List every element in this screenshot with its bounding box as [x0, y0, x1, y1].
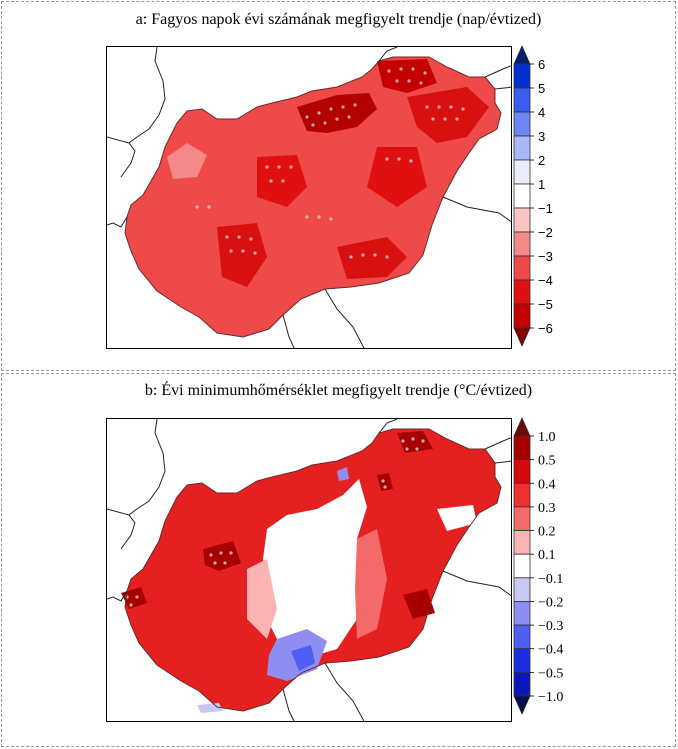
hungary-shape [125, 57, 501, 337]
significance-dots-b [125, 437, 425, 607]
map-frost-days-trend [106, 46, 512, 349]
colorbar-b-segment [513, 624, 531, 650]
colorbar-a-tick-label: −2 [538, 225, 553, 240]
colorbar-a: 6 5 4 3 2 1 −1 −2 −3 −4 −5 −6 [513, 45, 578, 348]
panel-b-title: b: Évi minimumhőmérséklet megfigyelt tre… [144, 382, 533, 399]
panel-frost-days: a: Fagyos napok évi számának megfigyelt … [1, 1, 676, 371]
colorbar-b-segment [513, 601, 531, 626]
colorbar-a-segment [513, 255, 531, 281]
colorbar-b-tick-label: −0.2 [538, 595, 563, 610]
colorbar-a-cap-top [513, 45, 531, 65]
colorbar-a-tick-label: −4 [538, 273, 553, 288]
colorbar-a-tick-label: −5 [538, 297, 553, 312]
colorbar-b-segment [513, 435, 531, 461]
colorbar-b-tick-label: 0.1 [538, 548, 556, 563]
colorbar-a-segment [513, 159, 531, 185]
country-borders-b [107, 419, 511, 721]
colorbar-a-segment [513, 207, 531, 233]
colorbar-b-tick-label: 1.0 [538, 430, 556, 445]
colorbar-a-segment [513, 303, 531, 329]
colorbar-b-cap-top [513, 417, 531, 437]
colorbar-b-cap-bottom [513, 695, 531, 715]
significance-dots [195, 67, 465, 259]
colorbar-b-tick-label: −1.0 [538, 690, 563, 705]
colorbar-a-segment [513, 279, 531, 305]
colorbar-a-tick-label: 3 [538, 129, 545, 144]
panel-a-title: a: Fagyos napok évi számának megfigyelt … [135, 11, 542, 28]
colorbar-a-segment [513, 111, 531, 137]
colorbar-b-segment [513, 553, 531, 579]
colorbar-a-segment [513, 183, 531, 209]
colorbar-b: 1.0 0.5 0.4 0.3 0.2 0.1 −0.1 −0.2 −0.3 −0.4 −0.5 −1… [513, 417, 578, 718]
colorbar-b-tick-label: 0.5 [538, 454, 556, 469]
colorbar-a-tick-label: −3 [538, 249, 553, 264]
colorbar-b-segment [513, 530, 531, 555]
colorbar-a-tick-label: 1 [538, 177, 545, 192]
colorbar-a-tick-label: −6 [538, 321, 553, 336]
colorbar-a-tick-label: 4 [538, 105, 545, 120]
colorbar-a-segment [513, 135, 531, 161]
country-borders [107, 47, 511, 348]
map-min-temp-trend [106, 418, 512, 722]
colorbar-a-tick-label: 6 [538, 57, 545, 72]
colorbar-b-segment [513, 459, 531, 484]
colorbar-b-segment [513, 577, 531, 602]
panel-min-temp: b: Évi minimumhőmérséklet megfigyelt tre… [1, 373, 676, 747]
colorbar-b-segment [513, 506, 531, 531]
colorbar-a-tick-label: 2 [538, 153, 545, 168]
colorbar-b-segment [513, 482, 531, 508]
colorbar-b-segment [513, 648, 531, 673]
colorbar-b-tick-label: 0.3 [538, 501, 556, 516]
colorbar-a-segment [513, 231, 531, 257]
colorbar-b-tick-label: −0.1 [538, 572, 563, 587]
colorbar-b-segment [513, 671, 531, 697]
colorbar-b-tick-label: 0.2 [538, 525, 556, 540]
colorbar-b-tick-label: −0.5 [538, 666, 563, 681]
colorbar-a-segment [513, 87, 531, 113]
colorbar-a-segment [513, 63, 531, 89]
colorbar-a-cap-bottom [513, 327, 531, 347]
colorbar-b-tick-label: 0.4 [538, 477, 556, 492]
colorbar-b-tick-label: −0.3 [538, 619, 563, 634]
colorbar-a-tick-label: −1 [538, 201, 553, 216]
colorbar-a-tick-label: 5 [538, 81, 545, 96]
colorbar-b-tick-label: −0.4 [538, 643, 563, 658]
